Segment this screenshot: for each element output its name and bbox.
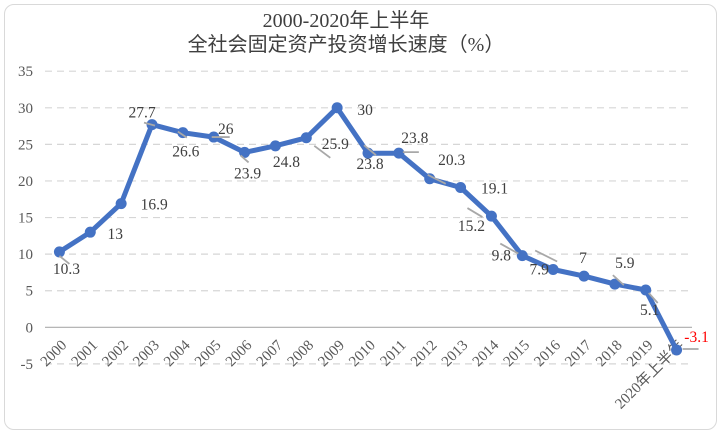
x-axis-label-2012: 2012 [408,338,441,371]
y-axis-label-25: 25 [18,137,33,153]
x-axis-label-2009: 2009 [315,338,348,371]
data-point-2016 [547,263,559,275]
data-label-2013: 19.1 [481,181,508,198]
data-label-2014: 15.2 [458,218,485,235]
data-point-2007 [269,140,281,152]
data-label-2019: 5.1 [640,302,659,319]
data-point-2009 [331,102,343,114]
data-label-2016: 7.9 [529,261,549,278]
data-point-2012 [424,173,436,185]
x-axis-label-2015: 2015 [501,338,534,371]
data-label-2002: 16.9 [141,197,168,214]
y-axis-label--5: -5 [21,357,34,373]
x-axis-label-2005: 2005 [192,338,225,371]
data-point-2015 [516,250,528,262]
label-leader-2004 [177,130,188,139]
data-point-2004 [177,127,189,139]
data-point-2008 [300,132,312,144]
data-point-2000 [53,246,65,258]
data-label-2007: 24.8 [273,154,300,171]
data-label-2008: 25.9 [322,136,349,153]
x-axis-label-2011: 2011 [378,338,410,370]
x-axis-label-2017: 2017 [562,337,595,370]
chart-title: 2000-2020年上半年 全社会固定资产投资增长速度（%） [0,9,692,57]
x-axis-label-2010: 2010 [346,338,379,371]
y-axis-label-30: 30 [18,101,33,117]
x-axis-label-2002: 2002 [99,338,132,371]
chart-title-line2: 全社会固定资产投资增长速度（%） [187,34,505,56]
data-label-2017: 7 [579,250,587,267]
data-label-2010: 23.8 [356,156,383,173]
label-leader-2015 [499,242,519,255]
y-axis-label-35: 35 [18,64,33,80]
series-line [56,105,680,353]
label-leader-2000 [58,255,70,265]
data-point-2002 [115,198,127,210]
label-leader-2006 [239,154,250,164]
data-point-2014 [485,210,497,222]
data-point-2001 [84,226,96,238]
data-label-2018: 5.9 [615,255,635,272]
x-axis-label-2007: 2007 [254,337,287,370]
label-leader-2016 [534,249,558,263]
x-axis-label-2016: 2016 [531,337,564,370]
data-label-2012: 20.3 [438,152,465,169]
data-label-2004: 26.6 [172,144,199,161]
label-leader-2008 [313,145,331,159]
label-leader-2019 [648,292,659,304]
x-axis-label-2008: 2008 [285,338,318,371]
y-axis-label-0: 0 [26,320,34,336]
y-axis-label-20: 20 [18,174,33,190]
y-axis-label-5: 5 [26,284,34,300]
data-point-2011 [393,147,405,159]
data-point-2013 [455,182,467,194]
data-label-2015: 9.8 [492,248,512,265]
x-axis-label-2003: 2003 [130,338,163,371]
data-label-2000: 10.3 [53,261,80,278]
data-label-2009: 30 [357,102,373,119]
data-label-2005: 26 [218,121,234,138]
y-axis-label-15: 15 [18,211,33,227]
data-label-2006: 23.9 [234,165,261,182]
data-point-2018 [609,278,621,290]
chart-title-line1: 2000-2020年上半年 [262,10,430,32]
data-label-2003: 27.7 [128,105,155,122]
data-point-2020年上半年 [671,344,683,356]
x-axis-label-2014: 2014 [470,337,503,370]
x-axis-label-2000: 2000 [38,338,71,371]
data-point-2017 [578,270,590,282]
data-label-2001: 13 [108,226,124,243]
y-axis-label-10: 10 [18,247,33,263]
x-axis-label-2013: 2013 [439,338,472,371]
data-point-2006 [239,146,251,158]
x-axis-label-2018: 2018 [593,338,626,371]
data-label-2011: 23.8 [401,130,428,147]
label-leader-2014 [466,207,483,218]
data-point-2019 [640,284,652,296]
data-label-2020年上半年: -3.1 [684,329,709,346]
label-leader-2010 [363,144,377,156]
label-leader-2018 [612,274,625,286]
label-leader-2003 [143,121,156,127]
label-leader-2012 [427,173,447,185]
x-axis-label-2004: 2004 [161,337,194,370]
x-axis-label-2006: 2006 [223,337,256,370]
x-axis-label-2001: 2001 [69,338,102,371]
